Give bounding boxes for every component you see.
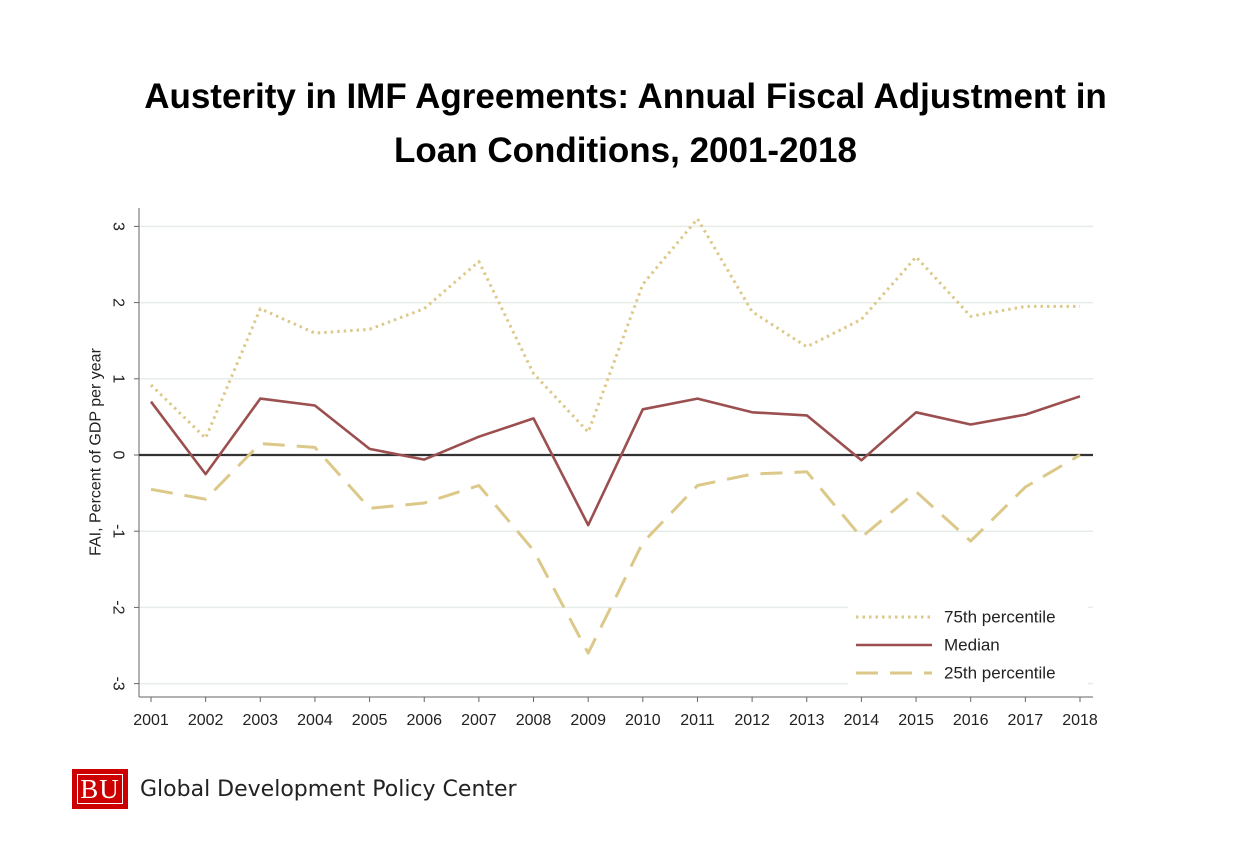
- series-line-25th-percentile: [150, 442, 1081, 655]
- x-tick-label-2001: 2001: [133, 712, 169, 729]
- bu-logo-letters: BU: [80, 773, 120, 804]
- axis-layer: -3 -2 -1 0 1 2 3 2001 2002 2003 2004 2005 2006 2007 20…: [88, 208, 1098, 729]
- legend-label-75th-percentile: 75th percentile: [944, 608, 1056, 627]
- x-tick-label-2014: 2014: [844, 712, 880, 729]
- chart-title-line-2: Loan Conditions, 2001-2018: [394, 131, 857, 170]
- bu-logo-mark: BU: [72, 769, 128, 809]
- x-tick-label-2013: 2013: [789, 712, 825, 729]
- series-line-median: [149, 395, 1081, 527]
- x-tick-label-2009: 2009: [570, 712, 606, 729]
- x-tick-label-2004: 2004: [297, 712, 333, 729]
- y-tick-label-0: 0: [110, 451, 127, 460]
- y-tick-label--2: -2: [110, 600, 127, 614]
- legend: 75th percentile Median 25th percentile: [848, 603, 1088, 687]
- y-tick-label--1: -1: [110, 524, 127, 538]
- x-tick-label-2018: 2018: [1062, 712, 1098, 729]
- x-tick-label-2006: 2006: [406, 712, 442, 729]
- series-line-75th-percentile: [149, 217, 1080, 440]
- x-tick-label-2002: 2002: [188, 712, 224, 729]
- x-tick-label-2010: 2010: [625, 712, 661, 729]
- organization-name: Global Development Policy Center: [140, 776, 517, 802]
- x-tick-label-2015: 2015: [898, 712, 934, 729]
- legend-label-median: Median: [944, 636, 1000, 655]
- chart-title-line-1: Austerity in IMF Agreements: Annual Fisc…: [144, 77, 1107, 116]
- grid-layer: [139, 225, 1093, 685]
- chart-title: Austerity in IMF Agreements: Annual Fisc…: [0, 70, 1251, 178]
- x-tick-label-2003: 2003: [242, 712, 278, 729]
- x-tick-label-2008: 2008: [516, 712, 552, 729]
- x-tick-label-2012: 2012: [734, 712, 770, 729]
- x-tick-label-2017: 2017: [1008, 712, 1044, 729]
- x-tick-label-2016: 2016: [953, 712, 989, 729]
- x-tick-label-2011: 2011: [680, 712, 715, 729]
- bu-gdp-logo: BU Global Development Policy Center: [72, 768, 517, 810]
- y-tick-label-1: 1: [110, 374, 127, 383]
- legend-label-25th-percentile: 25th percentile: [944, 664, 1056, 683]
- series-layer: [149, 217, 1081, 655]
- y-tick-label-2: 2: [110, 298, 127, 307]
- y-tick-label-3: 3: [110, 222, 127, 231]
- y-tick-label--3: -3: [110, 676, 127, 690]
- x-tick-label-2005: 2005: [352, 712, 388, 729]
- x-tick-label-2007: 2007: [461, 712, 497, 729]
- y-axis-title: FAI, Percent of GDP per year: [88, 347, 105, 555]
